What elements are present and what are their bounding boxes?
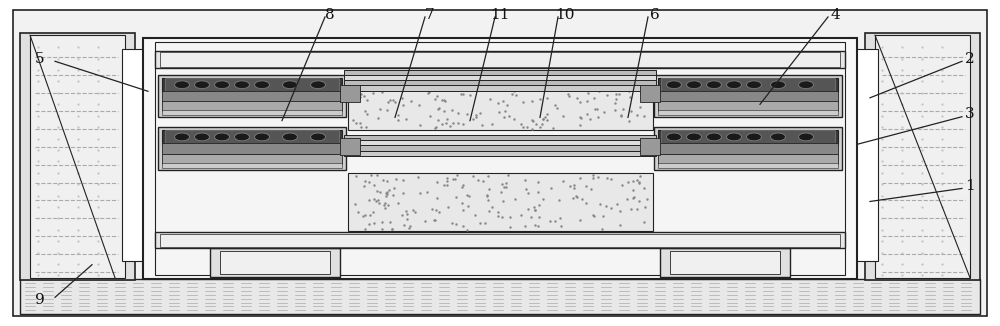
Bar [344, 145, 656, 151]
Ellipse shape [254, 133, 270, 141]
Bar [155, 232, 845, 248]
Ellipse shape [283, 133, 298, 141]
Bar [640, 85, 660, 102]
Bar [865, 33, 980, 280]
Bar [143, 38, 857, 279]
Bar [875, 35, 970, 278]
Bar [220, 251, 330, 274]
Bar [344, 75, 656, 81]
Bar [162, 110, 342, 115]
Text: 6: 6 [650, 8, 660, 22]
Bar [20, 33, 135, 280]
Bar [158, 75, 346, 117]
Bar [658, 91, 838, 102]
Bar [640, 138, 660, 155]
Bar [658, 154, 838, 164]
Bar [122, 49, 144, 261]
Ellipse shape [770, 81, 786, 89]
Ellipse shape [706, 133, 722, 141]
Bar [660, 248, 790, 277]
Text: 4: 4 [830, 8, 840, 22]
Bar [165, 130, 339, 143]
Bar [162, 130, 342, 144]
Bar [348, 173, 653, 231]
Bar [856, 49, 878, 261]
Text: 5: 5 [35, 52, 45, 66]
Ellipse shape [798, 81, 814, 89]
Bar [162, 154, 342, 164]
Bar [654, 75, 842, 117]
Ellipse shape [194, 81, 210, 89]
Ellipse shape [310, 81, 326, 89]
Bar [165, 78, 339, 91]
Bar [658, 143, 838, 154]
Ellipse shape [214, 81, 230, 89]
Bar [30, 35, 125, 278]
Bar [210, 248, 340, 277]
Bar [661, 78, 835, 91]
Ellipse shape [214, 133, 230, 141]
Text: 7: 7 [425, 8, 435, 22]
Bar [658, 101, 838, 111]
Ellipse shape [770, 133, 786, 141]
Ellipse shape [746, 81, 762, 89]
Bar [344, 80, 656, 86]
Text: 2: 2 [965, 52, 975, 66]
Bar [658, 78, 838, 92]
Bar [20, 279, 980, 314]
Bar [670, 251, 780, 274]
Bar [340, 85, 360, 102]
Bar [658, 163, 838, 168]
Bar [340, 138, 360, 155]
Ellipse shape [746, 133, 762, 141]
Bar [654, 127, 842, 170]
Ellipse shape [726, 133, 742, 141]
Ellipse shape [666, 133, 682, 141]
Ellipse shape [234, 133, 250, 141]
Bar [162, 78, 342, 92]
Ellipse shape [666, 81, 682, 89]
Ellipse shape [283, 81, 298, 89]
Bar [344, 151, 656, 156]
Bar [344, 135, 656, 141]
Bar [344, 70, 656, 76]
Ellipse shape [175, 133, 190, 141]
Ellipse shape [706, 81, 722, 89]
Text: 9: 9 [35, 293, 45, 307]
Bar [658, 110, 838, 115]
Bar [162, 91, 342, 102]
Bar [160, 52, 840, 67]
Text: 1: 1 [965, 179, 975, 193]
Bar [658, 130, 838, 144]
Ellipse shape [686, 133, 702, 141]
Bar [162, 101, 342, 111]
Ellipse shape [310, 133, 326, 141]
Bar [344, 85, 656, 91]
Text: 11: 11 [490, 8, 510, 22]
Ellipse shape [798, 133, 814, 141]
Bar [348, 72, 653, 130]
Bar [160, 234, 840, 247]
Ellipse shape [726, 81, 742, 89]
Bar [661, 130, 835, 143]
Text: 3: 3 [965, 107, 975, 121]
Ellipse shape [234, 81, 250, 89]
Ellipse shape [194, 133, 210, 141]
Text: 8: 8 [325, 8, 335, 22]
Ellipse shape [175, 81, 190, 89]
Bar [162, 163, 342, 168]
Ellipse shape [254, 81, 270, 89]
Bar [158, 127, 346, 170]
Ellipse shape [686, 81, 702, 89]
Bar [162, 143, 342, 154]
Bar [344, 140, 656, 146]
Text: 10: 10 [555, 8, 575, 22]
Bar [155, 51, 845, 68]
Bar [155, 42, 845, 275]
